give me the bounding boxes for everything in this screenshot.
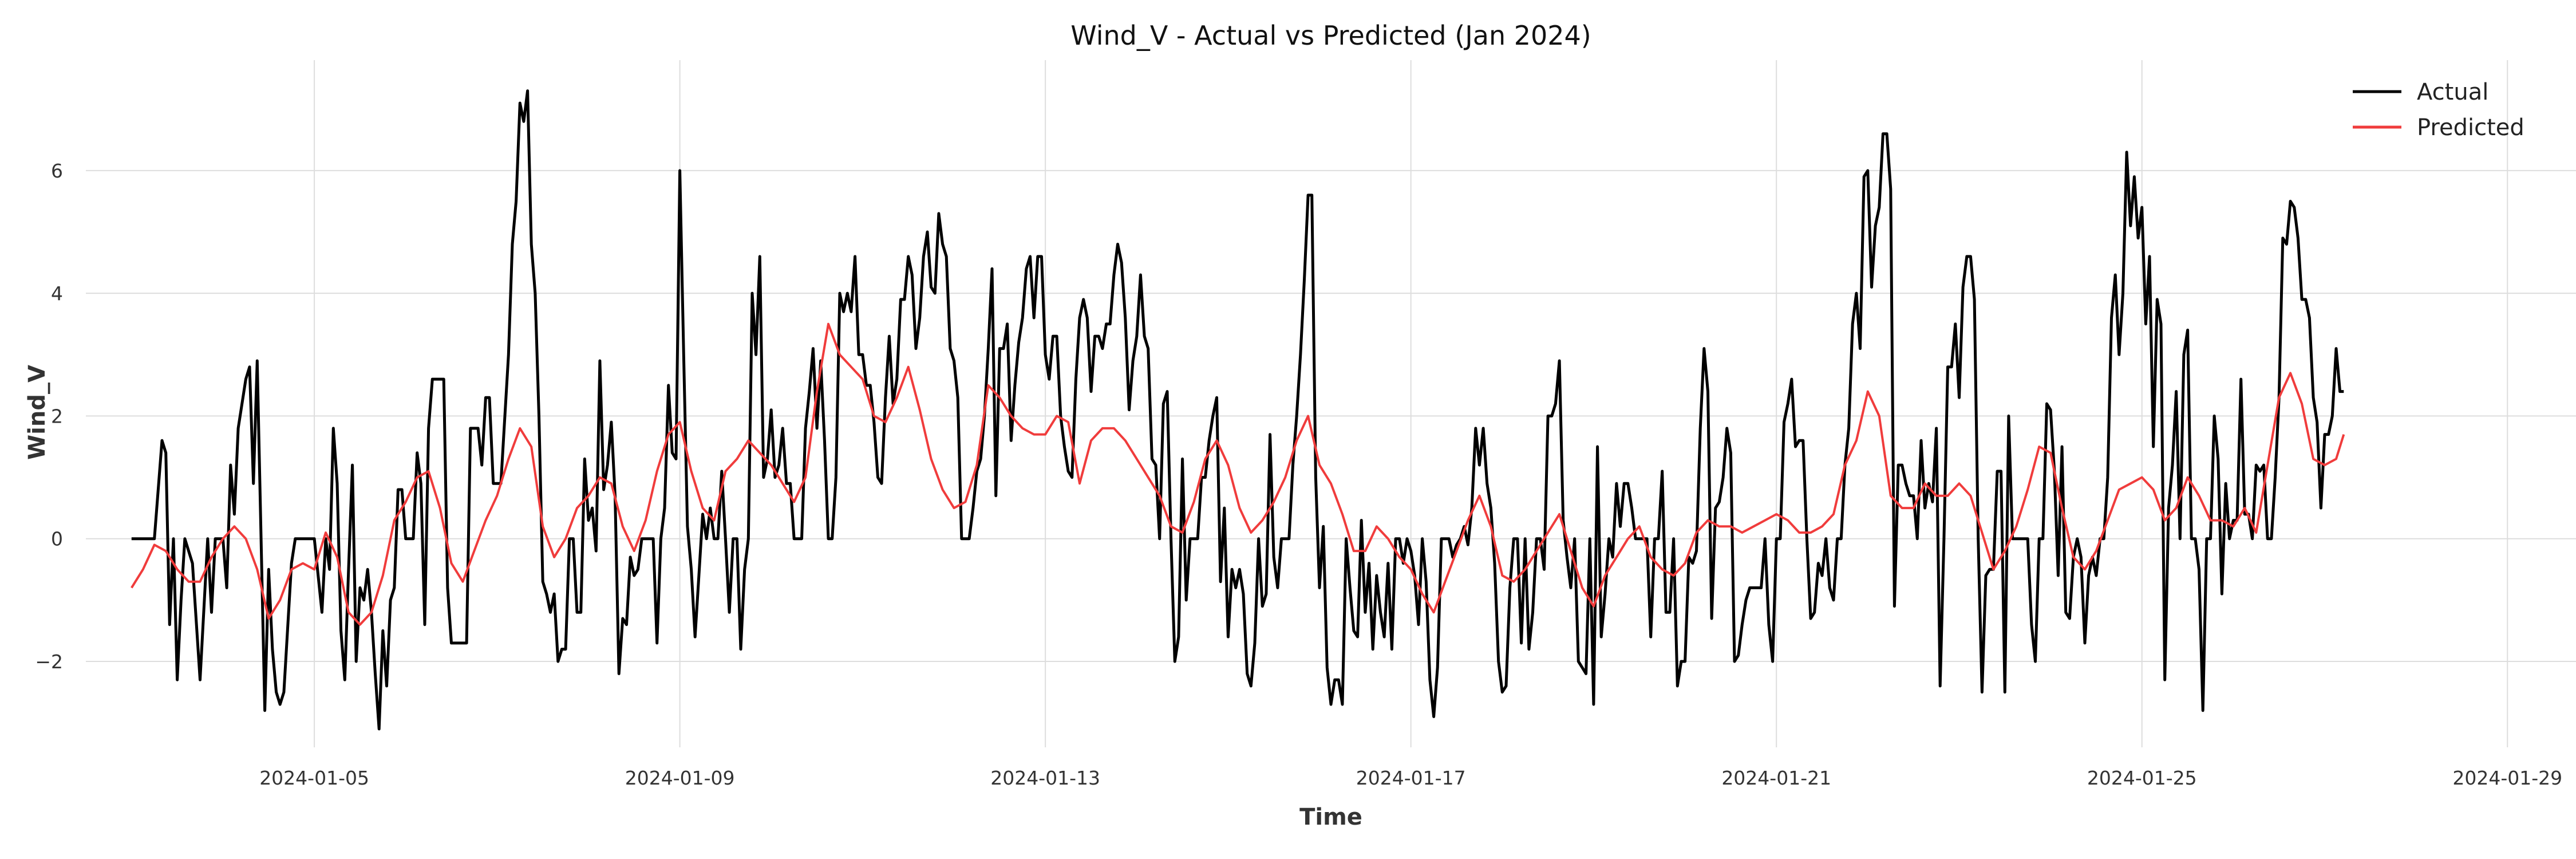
x-tick-label: 2024-01-25 [2087,767,2197,789]
y-tick-label: −2 [35,651,63,673]
x-tick-label: 2024-01-05 [259,767,369,789]
y-tick-label: 4 [51,282,63,305]
y-tick-label: 0 [51,528,63,550]
x-tick-label: 2024-01-17 [1356,767,1466,789]
legend-label-actual: Actual [2417,79,2488,105]
x-tick-label: 2024-01-09 [625,767,735,789]
series-line-actual [131,89,2344,731]
series-lines [131,89,2345,731]
chart-title: Wind_V - Actual vs Predicted (Jan 2024) [1070,20,1591,51]
x-axis-label: Time [1299,804,1362,830]
y-axis-label: Wind_V [24,365,50,460]
legend-label-predicted: Predicted [2417,115,2524,141]
x-tick-label: 2024-01-13 [990,767,1100,789]
x-tick-label: 2024-01-29 [2452,767,2562,789]
x-tick-label: 2024-01-21 [1721,767,1831,789]
y-tick-label: 6 [51,160,63,182]
series-line-predicted [131,322,2345,626]
axes: 2024-01-05 2024-01-09 2024-01-13 2024-01-17… [35,160,2562,789]
legend: Actual Predicted [2353,79,2524,141]
y-tick-label: 2 [51,405,63,427]
